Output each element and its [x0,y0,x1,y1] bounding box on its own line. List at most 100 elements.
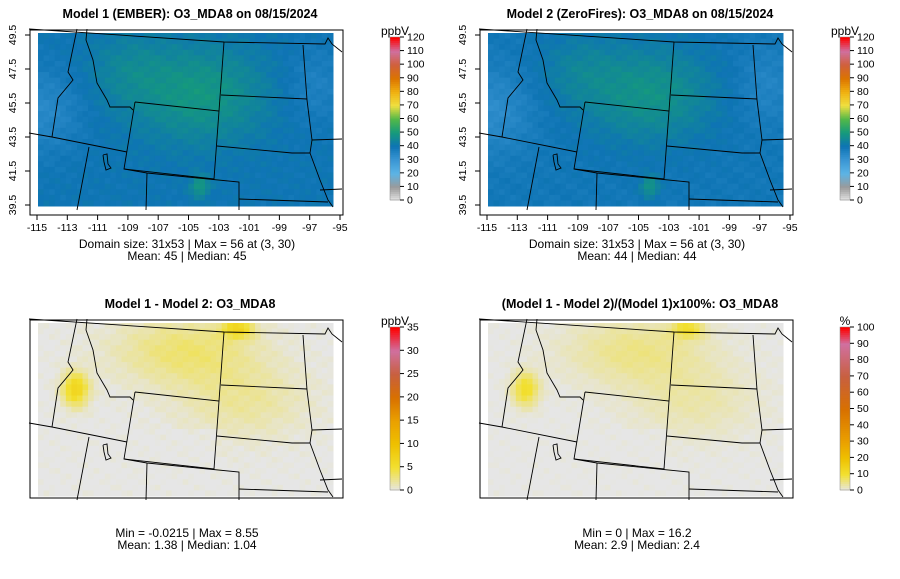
raster-cell [627,122,634,129]
raster-cell [43,83,50,90]
colorbar-segment [840,134,850,138]
raster-cell [543,166,550,174]
raster-cell [255,178,262,185]
raster-cell [643,194,650,201]
raster-cell [76,94,84,101]
raster-cell [60,122,67,129]
raster-cell [310,423,317,430]
raster-cell [305,66,312,73]
raster-cell [582,127,589,134]
colorbar-tick-label: 110 [407,45,424,57]
raster-cell [732,116,739,123]
raster-cell [565,183,572,190]
raster-cell [82,44,89,51]
raster-cell [571,133,578,140]
colorbar-segment [390,183,400,187]
raster-cell [277,116,284,123]
raster-cell [232,111,239,118]
raster-cell [643,33,650,40]
raster-cell [138,105,145,112]
raster-cell [288,194,295,201]
raster-cell [177,389,184,397]
raster-cell [693,178,701,185]
raster-cell [154,155,161,162]
raster-cell [727,166,734,174]
raster-cell [199,49,206,56]
raster-cell [255,194,262,201]
raster-cell [588,83,595,90]
raster-cell [677,99,684,107]
raster-cell [93,38,100,45]
raster-cell [65,445,72,452]
raster-cell [777,150,784,157]
raster-cell [271,150,278,157]
raster-cell [249,55,256,62]
raster-cell [71,33,78,40]
raster-cell [599,94,606,101]
raster-cell [160,38,167,45]
raster-cell [104,38,111,45]
raster-cell [621,139,628,146]
raster-cell [488,178,495,185]
raster-cell [99,412,106,419]
raster-cell [299,328,306,335]
raster-cell [321,412,328,419]
raster-cell [182,150,189,157]
raster-cell [193,328,200,335]
raster-cell [204,66,212,73]
raster-cell [260,178,267,185]
raster-cell [321,389,328,397]
raster-cell [310,49,317,56]
raster-cell [693,83,701,90]
raster-cell [199,456,206,464]
raster-cell [138,417,145,424]
raster-cell [149,200,156,207]
raster-cell [510,77,517,84]
colorbar-segment [390,161,400,164]
raster-cell [143,401,150,408]
raster-cell [593,83,600,90]
raster-cell [38,389,45,397]
raster-cell [82,111,89,118]
raster-cell [171,423,178,430]
raster-cell [777,88,784,95]
raster-cell [182,105,189,112]
raster-cell [488,88,495,95]
raster-cell [571,105,578,112]
raster-cell [238,111,245,118]
raster-cell [560,127,567,134]
raster-cell [88,395,95,402]
raster-cell [149,139,156,146]
raster-cell [60,99,67,107]
raster-cell [132,194,139,201]
raster-cell [232,328,239,335]
raster-cell [255,122,262,129]
colorbar-segment [390,130,400,134]
raster-cell [216,155,223,162]
raster-cell [310,99,317,107]
raster-cell [744,99,751,107]
raster-cell [104,412,111,419]
raster-cell [654,200,662,207]
raster-cell [204,88,212,95]
x-tick-label: -107 [598,222,619,234]
colorbar-segment [390,67,400,71]
raster-cell [76,373,84,380]
raster-cell [499,66,506,73]
raster-cell [749,161,756,168]
raster-cell [149,172,156,179]
raster-cell [488,166,495,174]
raster-cell [82,88,89,95]
raster-cell [638,94,645,101]
raster-cell [688,166,695,174]
raster-cell [493,38,500,45]
raster-cell [643,161,650,168]
raster-cell [166,412,173,419]
raster-cell [627,155,634,162]
raster-cell [82,350,89,357]
raster-cell [699,105,706,112]
raster-cell [710,33,717,40]
raster-cell [171,345,178,352]
raster-cell [660,144,667,151]
